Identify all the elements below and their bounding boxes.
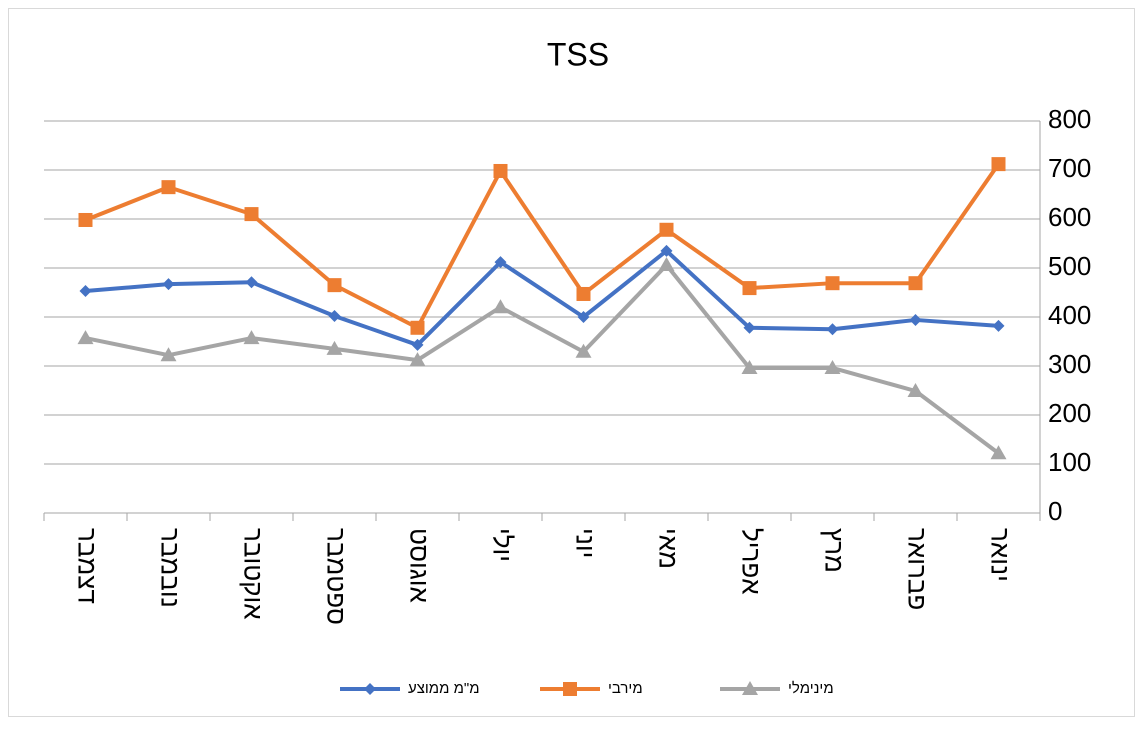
- chart-border: [8, 8, 1135, 717]
- series-line: [85, 263, 1000, 455]
- x-tick-label: יולי: [488, 528, 518, 562]
- marker: [409, 352, 426, 367]
- marker: [78, 212, 93, 227]
- marker: [907, 382, 924, 397]
- marker: [77, 330, 94, 345]
- y-tick-label: 300: [1048, 349, 1091, 379]
- marker: [658, 257, 675, 272]
- series-line: [84, 162, 1001, 330]
- marker: [576, 286, 591, 301]
- marker: [743, 321, 756, 334]
- y-tick-label: 800: [1048, 104, 1091, 134]
- x-tick-label: מאי: [654, 528, 684, 569]
- marker: [328, 310, 341, 323]
- marker: [245, 276, 258, 289]
- marker: [410, 320, 425, 335]
- marker: [411, 338, 424, 351]
- marker: [364, 683, 376, 695]
- marker: [79, 285, 92, 298]
- marker: [493, 163, 508, 178]
- marker: [577, 311, 590, 323]
- series-line: [85, 248, 999, 347]
- marker: [825, 276, 840, 291]
- marker: [990, 445, 1007, 460]
- marker: [826, 323, 839, 336]
- marker: [160, 347, 177, 362]
- y-tick-label: 700: [1048, 153, 1091, 183]
- x-tick-label: נובמבר: [156, 528, 186, 608]
- marker: [908, 276, 923, 291]
- x-tick-label: ינואר: [986, 528, 1016, 582]
- x-tick-label: אפריל: [737, 528, 767, 595]
- x-tick-label: דצמבר: [73, 528, 103, 604]
- legend-label: מינימלי: [788, 680, 834, 697]
- marker: [575, 343, 592, 358]
- y-tick-label: 400: [1048, 300, 1091, 330]
- marker: [660, 244, 673, 257]
- x-tick-label: מרץ: [820, 528, 850, 573]
- y-tick-label: 500: [1048, 251, 1091, 281]
- marker: [563, 682, 577, 696]
- marker: [824, 359, 841, 374]
- marker: [741, 359, 758, 374]
- marker: [162, 278, 175, 291]
- legend-label: מירבי: [608, 680, 643, 697]
- y-tick-label: 0: [1048, 496, 1062, 526]
- y-tick-label: 600: [1048, 202, 1091, 232]
- marker: [991, 157, 1006, 172]
- y-tick-label: 200: [1048, 398, 1091, 428]
- x-tick-label: ספטמבר: [322, 528, 352, 625]
- legend-label: מ"מ ממוצע: [408, 680, 480, 697]
- marker: [244, 207, 259, 222]
- x-tick-label: אוקטובר: [239, 528, 269, 620]
- marker: [992, 319, 1005, 332]
- marker: [492, 299, 509, 314]
- marker: [243, 330, 260, 345]
- y-tick-label: 100: [1048, 447, 1091, 477]
- marker: [742, 681, 758, 695]
- marker: [327, 278, 342, 293]
- marker: [909, 313, 922, 326]
- marker: [494, 256, 507, 269]
- marker: [742, 281, 757, 296]
- marker: [161, 180, 176, 195]
- x-tick-label: יוני: [571, 528, 601, 558]
- x-tick-label: אוגוסט: [405, 528, 435, 603]
- marker: [326, 340, 343, 355]
- marker: [659, 222, 674, 237]
- x-tick-label: פברואר: [903, 528, 933, 610]
- chart-title: TSS: [547, 36, 609, 72]
